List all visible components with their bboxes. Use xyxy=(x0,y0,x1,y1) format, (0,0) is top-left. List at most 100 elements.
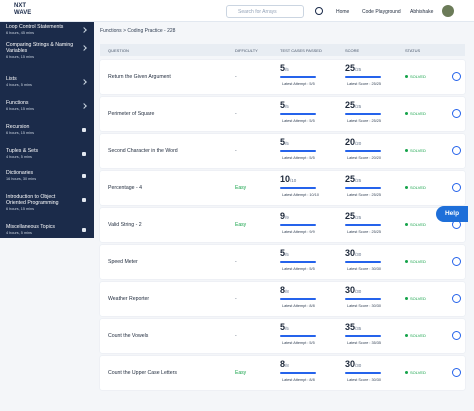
score-value: 25 xyxy=(345,63,356,73)
latest-attempt: Latest Attempt : 8/8 xyxy=(282,378,315,382)
sidebar-item[interactable]: Functions 6 hours, 15 mins xyxy=(6,100,90,111)
status-dot xyxy=(405,297,408,300)
question: Perimeter of Square xyxy=(108,111,155,117)
sidebar-meta: 4 hours, 5 mins xyxy=(6,231,32,235)
expand-button[interactable] xyxy=(452,109,461,118)
score-value: 20 xyxy=(345,137,356,147)
test-cases: 5/5 xyxy=(280,63,289,73)
table-row[interactable]: Return the Given Argument - 5/5 Latest Atte… xyxy=(100,60,465,94)
breadcrumb[interactable]: Functions > Coding Practice - 228 xyxy=(100,28,176,34)
score-value: 25 xyxy=(345,174,356,184)
status-dot xyxy=(405,186,408,189)
difficulty: Easy xyxy=(235,222,247,228)
score-value: 25 xyxy=(345,100,356,110)
test-cases: 8/8 xyxy=(280,285,289,295)
status: SOLVED xyxy=(410,185,426,190)
latest-attempt: Latest Attempt : 5/5 xyxy=(282,156,315,160)
score-total: /30 xyxy=(355,252,362,257)
status-dot xyxy=(405,260,408,263)
help-button[interactable]: Help xyxy=(436,206,468,222)
sidebar-item[interactable]: Miscellaneous Topics 4 hours, 5 mins xyxy=(6,224,90,235)
test-cases: 5/5 xyxy=(280,322,289,332)
test-cases: 5/5 xyxy=(280,100,289,110)
question: Count the Vowels xyxy=(108,333,149,339)
logo[interactable]: NXT WAVE xyxy=(14,3,31,17)
status: SOLVED xyxy=(410,259,426,264)
progress-bar xyxy=(280,187,316,189)
sidebar-item[interactable]: Recursion 6 hours, 15 mins xyxy=(6,124,90,135)
sidebar-title: Recursion xyxy=(6,124,30,130)
score-total: /25 xyxy=(355,67,362,72)
progress-bar xyxy=(345,298,381,300)
test-cases: 10/10 xyxy=(280,174,296,184)
latest-score: Latest Score : 25/25 xyxy=(347,82,381,86)
passed: 5 xyxy=(280,63,286,73)
latest-score: Latest Score : 25/25 xyxy=(347,119,381,123)
table-row[interactable]: Second Character in the Word - 5/5 Latest A… xyxy=(100,134,465,168)
status: SOLVED xyxy=(410,296,426,301)
expand-button[interactable] xyxy=(452,257,461,266)
expand-button[interactable] xyxy=(452,72,461,81)
sidebar-title: Miscellaneous Topics xyxy=(6,224,55,230)
passed: 5 xyxy=(280,137,286,147)
status: SOLVED xyxy=(410,111,426,116)
logo-top: NXT xyxy=(14,3,26,9)
search-box[interactable]: Search for Arrays xyxy=(226,5,304,18)
passed: 5 xyxy=(280,322,286,332)
sidebar-title: Dictionaries xyxy=(6,170,34,176)
score-total: /30 xyxy=(355,363,362,368)
question: Weather Reporter xyxy=(108,296,150,302)
table-row[interactable]: Count the Upper Case Letters Easy 8/8 Lates… xyxy=(100,356,465,390)
table-row[interactable]: Perimeter of Square - 5/5 Latest Attempt : … xyxy=(100,97,465,131)
sidebar-title: Functions xyxy=(6,100,29,106)
score: 25/25 xyxy=(345,63,361,73)
column-header: STATUS xyxy=(405,48,421,53)
latest-attempt: Latest Attempt : 5/5 xyxy=(282,119,315,123)
table-row[interactable]: Count the Vowels - 5/5 Latest Attempt : 5/5… xyxy=(100,319,465,353)
sidebar-item[interactable]: Tuples & Sets 4 hours, 5 mins xyxy=(6,148,90,159)
sidebar-item[interactable]: Loop Control Statements 6 hours, 45 mins xyxy=(6,24,90,35)
sidebar-item[interactable]: Introduction to Object Oriented Programm… xyxy=(6,194,90,211)
table-row[interactable]: Weather Reporter - 8/8 Latest Attempt : 8/8… xyxy=(100,282,465,316)
sidebar-item[interactable]: Lists 4 hours, 5 mins xyxy=(6,76,90,87)
passed-total: /5 xyxy=(285,67,289,72)
status-dot xyxy=(405,334,408,337)
expand-button[interactable] xyxy=(452,331,461,340)
latest-score: Latest Score : 25/25 xyxy=(347,193,381,197)
expand-button[interactable] xyxy=(452,368,461,377)
latest-attempt: Latest Attempt : 9/9 xyxy=(282,230,315,234)
streak-icon[interactable] xyxy=(315,7,323,15)
nav-link[interactable]: Code Playground xyxy=(362,9,401,15)
user-name[interactable]: Abhishake xyxy=(410,9,434,15)
table-row[interactable]: Speed Meter - 5/5 Latest Attempt : 5/5 30/30… xyxy=(100,245,465,279)
nav-link[interactable]: Home xyxy=(336,9,350,15)
expand-button[interactable] xyxy=(452,183,461,192)
status-dot xyxy=(405,371,408,374)
sidebar-item[interactable]: Dictionaries 16 hours, 30 mins xyxy=(6,170,90,181)
score-total: /25 xyxy=(355,104,362,109)
score-value: 25 xyxy=(345,211,356,221)
table-row[interactable]: Percentage - 4 Easy 10/10 Latest Attempt : … xyxy=(100,171,465,205)
question: Second Character in the Word xyxy=(108,148,178,154)
table-row[interactable]: Valid String - 2 Easy 9/9 Latest Attempt : … xyxy=(100,208,465,242)
difficulty: - xyxy=(235,333,237,339)
sidebar-meta: 6 hours, 15 mins xyxy=(6,55,35,59)
passed: 5 xyxy=(280,248,286,258)
sidebar-title: Tuples & Sets xyxy=(6,148,39,154)
expand-button[interactable] xyxy=(452,294,461,303)
progress-bar xyxy=(280,113,316,115)
passed: 8 xyxy=(280,359,286,369)
status: SOLVED xyxy=(410,74,426,79)
latest-attempt: Latest Attempt : 5/5 xyxy=(282,267,315,271)
lock-icon xyxy=(82,228,86,232)
sidebar-item[interactable]: Comparing Strings & Naming Variables 6 ho… xyxy=(6,42,90,59)
difficulty: - xyxy=(235,74,237,80)
latest-score: Latest Score : 20/20 xyxy=(347,156,381,160)
sidebar-meta: 6 hours, 15 mins xyxy=(6,131,35,135)
latest-score: Latest Score : 35/35 xyxy=(347,341,381,345)
sidebar: Loop Control Statements 6 hours, 45 mins C… xyxy=(0,22,94,238)
avatar[interactable] xyxy=(442,5,454,17)
column-header: DIFFICULTY xyxy=(235,48,258,53)
expand-button[interactable] xyxy=(452,146,461,155)
